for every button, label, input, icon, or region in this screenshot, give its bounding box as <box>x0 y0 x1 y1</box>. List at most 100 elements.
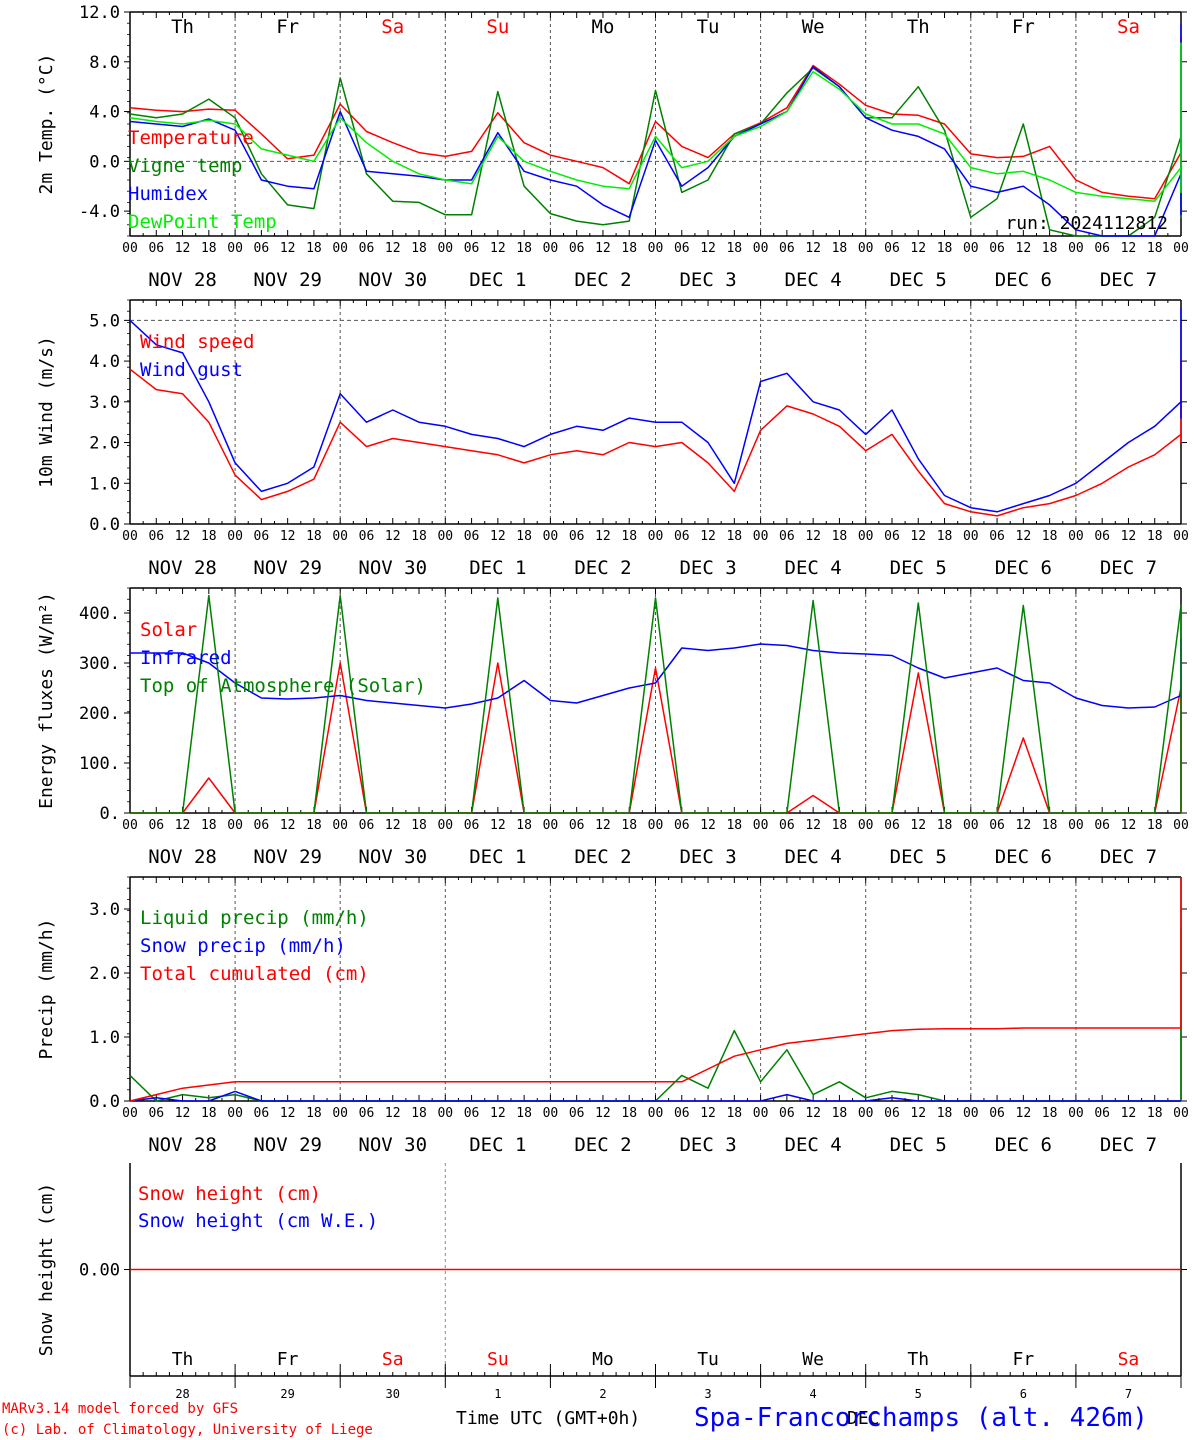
y-axis-label: 2m Temp. (°C) <box>36 54 57 195</box>
series-line <box>129 307 1182 513</box>
hour-tick-label: 12 <box>1016 1106 1032 1121</box>
y-tick-label: 4.0 <box>89 352 120 372</box>
date-label: DEC 3 <box>679 269 736 291</box>
hour-tick-label: 06 <box>148 529 164 544</box>
date-label: DEC 7 <box>1100 846 1157 868</box>
day-number-label: 6 <box>1020 1387 1027 1401</box>
hour-tick-label: 12 <box>1121 529 1137 544</box>
date-label: DEC 3 <box>679 846 736 868</box>
hour-tick-label: 18 <box>1042 1106 1058 1121</box>
series-line <box>129 877 1182 1102</box>
hour-tick-label: 06 <box>464 241 480 256</box>
footer-copyright: (c) Lab. of Climatology, University of L… <box>2 1422 373 1438</box>
date-label: DEC 1 <box>469 269 526 291</box>
snow-panel: 0.00 Snow height (cm) Snow height (cm) Snow… <box>36 1163 1187 1401</box>
hour-tick-label: 06 <box>1094 1106 1110 1121</box>
hour-tick-label: 18 <box>1147 241 1163 256</box>
hour-tick-label: 00 <box>963 1106 979 1121</box>
hour-tick-label: 06 <box>779 1106 795 1121</box>
hour-tick-label: 06 <box>359 241 375 256</box>
y-tick-label: 300. <box>79 654 120 674</box>
date-label: DEC 5 <box>890 269 947 291</box>
hour-tick-label: 12 <box>385 241 401 256</box>
hour-tick-label: 00 <box>963 529 979 544</box>
hour-tick-label: 18 <box>516 529 532 544</box>
day-number-label: 5 <box>915 1387 922 1401</box>
date-label: DEC 2 <box>574 1134 631 1156</box>
date-label: NOV 30 <box>358 269 427 291</box>
weekday-label: Su <box>486 16 509 38</box>
date-label: DEC 3 <box>679 557 736 579</box>
hour-tick-label: 18 <box>306 1106 322 1121</box>
hour-tick-label: 18 <box>411 529 427 544</box>
hour-tick-label: 12 <box>595 241 611 256</box>
hour-tick-label: 00 <box>1068 1106 1084 1121</box>
footer-model: MARv3.14 model forced by GFS <box>2 1401 238 1417</box>
y-axis-label: 10m Wind (m/s) <box>36 336 57 488</box>
y-tick-label: 1.0 <box>89 474 120 494</box>
date-label: DEC 2 <box>574 846 631 868</box>
legend-entry: Temperature <box>128 127 254 149</box>
hour-tick-label: 18 <box>411 241 427 256</box>
weekday-label: Sa <box>382 1349 404 1370</box>
hour-tick-label: 18 <box>726 1106 742 1121</box>
hour-tick-label: 12 <box>385 1106 401 1121</box>
date-label: DEC 7 <box>1100 269 1157 291</box>
legend-entry: Total cumulated (cm) <box>140 963 369 985</box>
hour-tick-label: 06 <box>884 241 900 256</box>
y-tick-label: 0.0 <box>89 515 120 535</box>
hour-tick-label: 12 <box>700 1106 716 1121</box>
hour-tick-label: 18 <box>937 529 953 544</box>
hour-tick-label: 00 <box>122 241 138 256</box>
hour-tick-label: 12 <box>1121 1106 1137 1121</box>
hour-tick-label: 18 <box>411 818 427 833</box>
date-label: NOV 28 <box>148 269 217 291</box>
weekday-label: We <box>802 1349 824 1370</box>
y-tick-label: 2.0 <box>89 964 120 984</box>
y-axis-label: Energy fluxes (W/m²) <box>36 592 57 809</box>
hour-tick-label: 00 <box>648 1106 664 1121</box>
legend-entry: Vigne temp <box>128 155 242 177</box>
hour-tick-label: 12 <box>280 818 296 833</box>
date-label: DEC 6 <box>995 269 1052 291</box>
hour-tick-label: 00 <box>1068 529 1084 544</box>
hour-tick-label: 18 <box>621 818 637 833</box>
date-label: NOV 29 <box>253 1134 322 1156</box>
day-number-label: 29 <box>280 1387 294 1401</box>
hour-tick-label: 06 <box>464 818 480 833</box>
hour-tick-label: 12 <box>490 241 506 256</box>
hour-tick-label: 12 <box>1016 241 1032 256</box>
hour-tick-label: 12 <box>1121 818 1137 833</box>
y-tick-label: -4.0 <box>79 202 120 222</box>
series-line <box>129 42 1182 202</box>
hour-tick-label: 00 <box>1173 818 1189 833</box>
hour-tick-label: 18 <box>201 1106 217 1121</box>
hour-tick-label: 12 <box>595 1106 611 1121</box>
legend-entry: Snow precip (mm/h) <box>140 935 346 957</box>
y-tick-label: 1.0 <box>89 1028 120 1048</box>
legend-entry: Humidex <box>128 183 208 205</box>
date-label: DEC 7 <box>1100 1134 1157 1156</box>
date-label: DEC 3 <box>679 1134 736 1156</box>
day-number-label: 4 <box>810 1387 817 1401</box>
footer-month: DEC <box>847 1408 880 1429</box>
hour-tick-label: 00 <box>437 529 453 544</box>
hour-tick-label: 06 <box>254 1106 270 1121</box>
legend-entry: Solar <box>140 619 197 641</box>
y-tick-label: 3.0 <box>89 393 120 413</box>
hour-tick-label: 18 <box>621 1106 637 1121</box>
weekday-label: Tu <box>697 1349 719 1370</box>
hour-tick-label: 12 <box>700 529 716 544</box>
hour-tick-label: 12 <box>490 529 506 544</box>
weekday-label: Mo <box>592 16 615 38</box>
hour-tick-label: 06 <box>884 818 900 833</box>
hour-tick-label: 00 <box>332 241 348 256</box>
hour-tick-label: 12 <box>175 1106 191 1121</box>
hour-tick-label: 00 <box>437 241 453 256</box>
hour-tick-label: 06 <box>674 241 690 256</box>
hour-tick-label: 12 <box>910 529 926 544</box>
hour-tick-label: 06 <box>884 1106 900 1121</box>
date-label: DEC 2 <box>574 269 631 291</box>
hour-tick-label: 18 <box>1042 529 1058 544</box>
hour-tick-label: 00 <box>332 818 348 833</box>
